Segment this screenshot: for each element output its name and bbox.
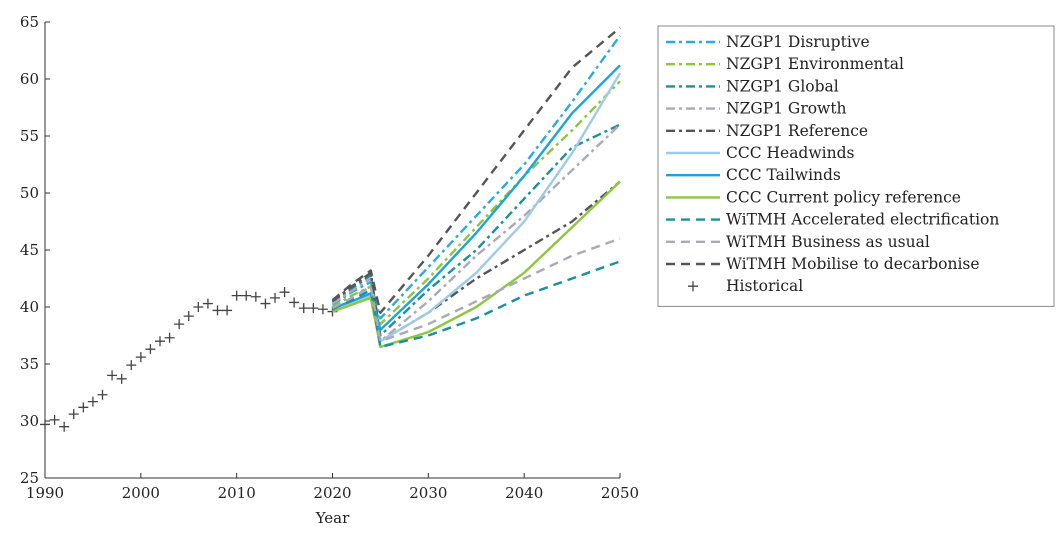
historical-marker (164, 332, 175, 343)
y-tick-label: 65 (20, 13, 39, 31)
legend: NZGP1 Disruptive NZGP1 Environmental NZGP1… (657, 25, 1055, 307)
x-tick-label: 1990 (26, 484, 64, 502)
y-tick-label: 60 (20, 70, 39, 88)
plot-area: 25 30 35 40 45 50 55 60 65 1990 2000 2010 2020 2030 20… (20, 13, 639, 527)
legend-entry: NZGP1 Disruptive (726, 33, 870, 51)
historical-marker (145, 344, 156, 355)
series-line-8 (331, 260, 621, 349)
legend-entry: CCC Tailwinds (726, 166, 841, 184)
legend-entry: WiTMH Mobilise to decarbonise (726, 255, 980, 273)
historical-marker (202, 298, 213, 309)
x-tick-label: 2010 (218, 484, 256, 502)
series-line-1 (331, 80, 621, 326)
historical-marker (135, 352, 146, 363)
legend-entry: NZGP1 Growth (726, 100, 847, 118)
series-line-3 (331, 123, 621, 343)
y-tick-label: 50 (20, 184, 39, 202)
legend-entry: NZGP1 Environmental (726, 55, 904, 73)
historical-marker (155, 336, 165, 347)
x-tick-label: 2000 (122, 484, 160, 502)
y-tick-label: 45 (20, 241, 39, 259)
legend-entry: CCC Current policy reference (726, 188, 961, 206)
y-tick-label: 40 (20, 298, 39, 316)
historical-marker (289, 297, 300, 308)
historical-marker (193, 302, 204, 312)
historical-marker (174, 319, 185, 330)
historical-marker (308, 303, 319, 314)
y-tick-label: 25 (20, 469, 39, 487)
historical-marker (78, 402, 89, 413)
legend-entry: Historical (726, 277, 803, 295)
series-line-10 (331, 26, 621, 314)
series-line-9 (331, 237, 621, 343)
legend-entry: WiTMH Business as usual (726, 233, 930, 251)
legend-entry: NZGP1 Reference (726, 122, 868, 140)
legend-entry: NZGP1 Global (726, 77, 839, 95)
legend-swatch-historical (688, 281, 698, 292)
historical-marker (279, 287, 290, 298)
historical-marker (126, 360, 137, 371)
historical-marker (250, 291, 261, 302)
y-tick-label: 35 (20, 355, 39, 373)
historical-marker (97, 389, 108, 400)
y-tick-label: 30 (20, 412, 39, 430)
historical-marker (87, 396, 98, 407)
historical-marker (222, 305, 233, 316)
historical-marker (298, 303, 309, 314)
legend-box (657, 25, 1055, 307)
historical-marker (183, 311, 194, 322)
legend-entry: WiTMH Accelerated electrification (726, 211, 999, 229)
historical-marker (241, 290, 252, 301)
series-line-4 (331, 180, 621, 343)
x-axis-title: Year (315, 509, 350, 527)
series-line-0 (331, 34, 621, 320)
x-tick-label: 2030 (409, 484, 447, 502)
x-tick-label: 2040 (505, 484, 543, 502)
x-tick-label: 2020 (313, 484, 351, 502)
historical-marker (116, 373, 127, 384)
y-tick-label: 55 (20, 127, 39, 145)
series-line-5 (332, 72, 622, 343)
historical-marker (107, 370, 118, 381)
historical-marker (59, 421, 70, 432)
historical-marker (317, 304, 328, 315)
historical-marker (49, 414, 60, 425)
historical-marker (212, 305, 223, 316)
series-line-7 (332, 180, 621, 349)
historical-marker (270, 292, 280, 303)
historical-marker (260, 298, 271, 309)
series-line-6 (332, 64, 621, 331)
historical-marker (231, 290, 242, 301)
historical-marker (40, 419, 50, 430)
series-line-2 (331, 123, 621, 337)
x-tick-label: 2050 (601, 484, 639, 502)
historical-marker (68, 409, 79, 420)
legend-entry: CCC Headwinds (726, 144, 854, 162)
